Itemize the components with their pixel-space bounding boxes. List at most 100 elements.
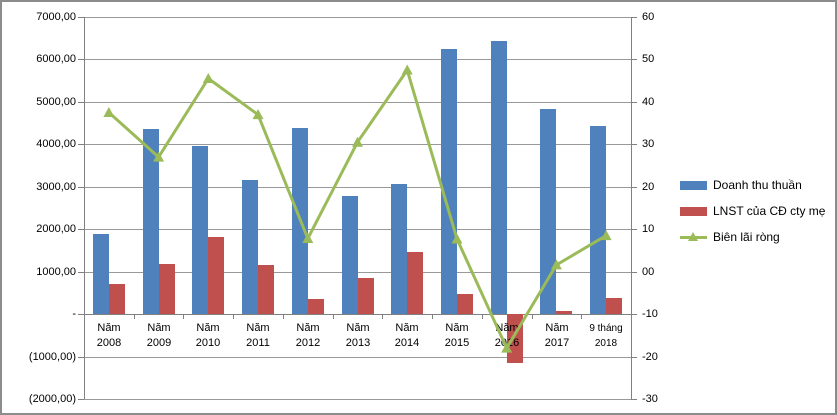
- right-axis-label: 00: [642, 266, 655, 278]
- margin-line-series[interactable]: [84, 17, 631, 399]
- gridline: [84, 102, 631, 103]
- revenue-bar-Năm 2010[interactable]: [192, 146, 208, 314]
- category-axis-tick: [134, 314, 135, 319]
- profit-bar-Năm 2015[interactable]: [457, 294, 473, 314]
- revenue-bar-9 tháng 2018[interactable]: [590, 126, 606, 314]
- revenue-bar-Năm 2016[interactable]: [491, 41, 507, 314]
- right-axis-tick: [631, 272, 637, 273]
- legend-item-revenue[interactable]: Doanh thu thuần: [680, 172, 825, 198]
- right-axis-label: -20: [642, 351, 658, 363]
- legend-item-profit[interactable]: LNST của CĐ cty mẹ: [680, 198, 825, 224]
- right-axis-label: 40: [642, 96, 655, 108]
- category-axis-tick: [581, 314, 582, 319]
- margin-point-marker[interactable]: [252, 109, 264, 120]
- category-label: Năm 2009: [146, 322, 172, 349]
- category-label: Năm 2008: [96, 322, 122, 349]
- chart-legend: Doanh thu thuần LNST của CĐ cty mẹ Biên …: [680, 172, 825, 250]
- revenue-bar-Năm 2014[interactable]: [391, 184, 407, 314]
- margin-point-marker[interactable]: [103, 107, 115, 117]
- margin-line[interactable]: [107, 68, 607, 350]
- right-axis-label: 60: [642, 11, 655, 23]
- profit-bar-Năm 2014[interactable]: [407, 252, 423, 314]
- left-axis-label: -: [72, 308, 76, 320]
- revenue-bar-Năm 2011[interactable]: [242, 180, 258, 314]
- legend-swatch-margin: [680, 231, 707, 242]
- left-axis-label: 1000,00: [36, 266, 76, 278]
- right-axis-label: 30: [642, 138, 655, 150]
- right-axis-tick: [631, 144, 637, 145]
- category-axis-tick: [432, 314, 433, 319]
- left-axis-label: 5000,00: [36, 96, 76, 108]
- legend-swatch-profit: [680, 206, 707, 216]
- right-axis-label: 20: [642, 181, 655, 193]
- category-axis-tick: [84, 314, 85, 319]
- left-axis-tick: [78, 272, 84, 273]
- category-axis-tick: [532, 314, 533, 319]
- category-label: Năm 2011: [246, 322, 270, 349]
- margin-point-marker[interactable]: [302, 233, 314, 244]
- left-axis-tick: [78, 229, 84, 230]
- right-axis-tick: [631, 17, 637, 18]
- legend-label-revenue: Doanh thu thuần: [713, 178, 802, 192]
- profit-bar-Năm 2009[interactable]: [159, 264, 175, 314]
- profit-bar-Năm 2017[interactable]: [556, 311, 572, 314]
- right-axis-tick: [631, 357, 637, 358]
- margin-point-marker[interactable]: [501, 342, 513, 353]
- right-axis-label: -30: [642, 393, 658, 405]
- legend-label-margin: Biên lãi ròng: [713, 230, 780, 244]
- revenue-bar-Năm 2015[interactable]: [441, 49, 457, 314]
- left-axis-label: 3000,00: [36, 181, 76, 193]
- margin-point-marker[interactable]: [352, 136, 363, 147]
- category-label: 9 tháng 2018: [589, 323, 623, 349]
- left-axis-tick: [78, 144, 84, 145]
- triangle-marker-icon: [688, 231, 698, 241]
- category-axis-tick: [283, 314, 284, 319]
- left-axis-tick: [78, 17, 84, 18]
- category-axis-tick: [333, 314, 334, 319]
- margin-point-marker[interactable]: [451, 233, 463, 244]
- margin-point-marker[interactable]: [550, 259, 562, 270]
- right-axis-tick: [631, 229, 637, 230]
- category-label: Năm 2015: [444, 322, 470, 349]
- right-axis-tick: [631, 59, 637, 60]
- profit-bar-Năm 2010[interactable]: [208, 237, 224, 314]
- category-label: Năm 2012: [295, 322, 321, 349]
- gridline: [84, 59, 631, 60]
- category-label: Năm 2014: [394, 322, 420, 349]
- margin-point-marker[interactable]: [401, 64, 413, 75]
- left-axis-tick: [78, 102, 84, 103]
- profit-bar-Năm 2013[interactable]: [358, 278, 374, 314]
- left-axis-tick: [78, 187, 84, 188]
- gridline: [84, 399, 631, 400]
- revenue-bar-Năm 2008[interactable]: [93, 234, 109, 314]
- profit-bar-Năm 2011[interactable]: [258, 265, 274, 314]
- profit-bar-Năm 2012[interactable]: [308, 299, 324, 314]
- margin-point-marker[interactable]: [600, 230, 612, 241]
- category-label: Năm 2017: [544, 322, 570, 349]
- legend-item-margin[interactable]: Biên lãi ròng: [680, 224, 825, 250]
- left-axis-tick: [78, 399, 84, 400]
- category-label: Năm 2010: [195, 322, 221, 349]
- profit-bar-Năm 2008[interactable]: [109, 284, 125, 314]
- gridline: [84, 17, 631, 18]
- gridline: [84, 357, 631, 358]
- right-axis-tick: [631, 399, 637, 400]
- value-axis-line: [84, 17, 85, 399]
- profit-bar-9 tháng 2018[interactable]: [606, 298, 622, 314]
- left-axis-tick: [78, 357, 84, 358]
- category-axis-tick: [233, 314, 234, 319]
- left-axis-label: (2000,00): [28, 393, 76, 405]
- revenue-bar-Năm 2013[interactable]: [342, 196, 358, 314]
- revenue-bar-Năm 2017[interactable]: [540, 109, 556, 314]
- margin-point-marker[interactable]: [202, 73, 214, 84]
- left-axis-label: 2000,00: [36, 223, 76, 235]
- right-axis-tick: [631, 187, 637, 188]
- revenue-bar-Năm 2009[interactable]: [143, 129, 159, 314]
- legend-swatch-revenue: [680, 180, 707, 190]
- legend-label-profit: LNST của CĐ cty mẹ: [713, 204, 826, 218]
- right-axis-label: -10: [642, 308, 658, 320]
- margin-point-marker[interactable]: [153, 151, 165, 162]
- category-axis-line: [84, 314, 631, 315]
- left-axis-label: 7000,00: [36, 11, 76, 23]
